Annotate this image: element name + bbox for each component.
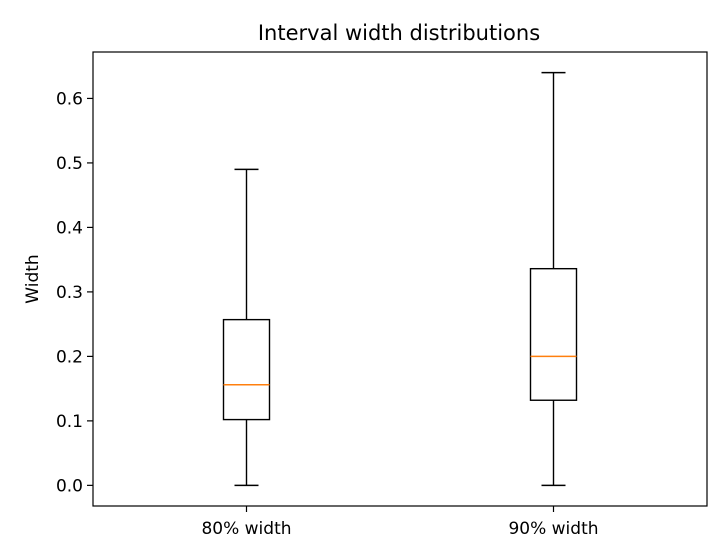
y-axis-label: Width	[23, 254, 43, 303]
y-tick-label: 0.2	[56, 347, 83, 367]
plot-area	[222, 71, 578, 487]
y-tick-label: 0.5	[56, 154, 83, 174]
x-tick-label: 80% width	[201, 519, 291, 539]
y-axis: 0.0 0.1 0.2 0.3 0.4 0.5 0.6	[56, 89, 93, 496]
x-tick-label: 90% width	[508, 519, 598, 539]
axes-frame	[92, 51, 708, 507]
box-group	[222, 168, 271, 487]
y-tick-label: 0.4	[56, 218, 83, 238]
box-group	[529, 71, 578, 487]
box-iqr	[529, 267, 578, 401]
box-iqr	[222, 318, 271, 421]
y-tick-label: 0.0	[56, 476, 83, 496]
x-axis: 80% width 90% width	[201, 506, 599, 539]
chart-title: Interval width distributions	[258, 21, 540, 45]
y-tick-label: 0.3	[56, 283, 83, 303]
y-tick-label: 0.6	[56, 89, 83, 109]
y-tick-label: 0.1	[56, 412, 83, 432]
